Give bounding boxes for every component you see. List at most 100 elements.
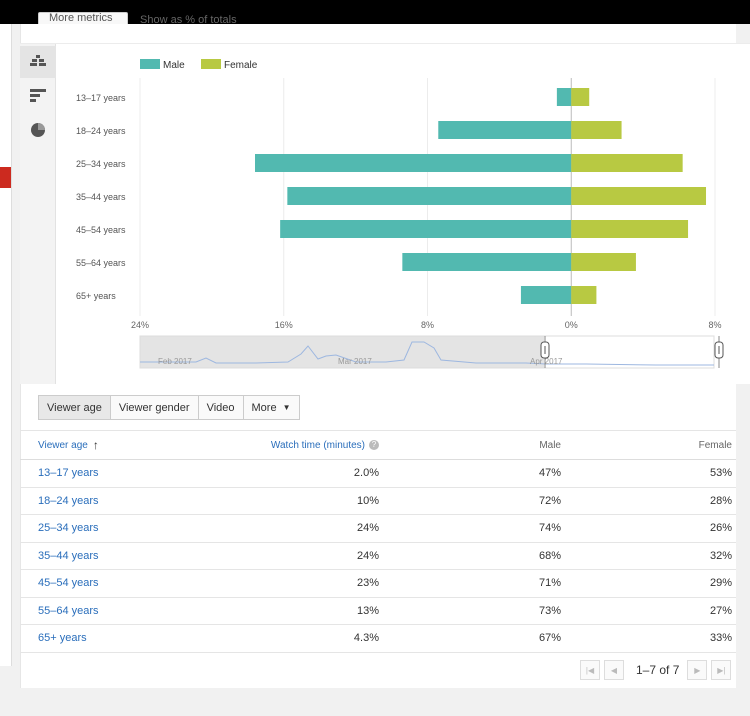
row-male-pct: 73%	[538, 604, 561, 617]
category-label: 13–17 years	[76, 93, 126, 103]
row-watch-time: 13%	[356, 604, 379, 617]
table-row: 18–24 years 10% 72% 28%	[20, 488, 736, 515]
table-row: 65+ years 4.3% 67% 33%	[20, 625, 736, 653]
pyramid-chart-icon	[30, 55, 46, 66]
tab-label: Video	[206, 401, 235, 414]
tab-label: More	[251, 401, 277, 414]
show-as-toggle[interactable]: Show as % of totals	[140, 14, 237, 24]
x-tick-label: 24%	[131, 320, 149, 330]
row-age-link[interactable]: 18–24 years	[38, 494, 99, 507]
row-female-pct: 28%	[709, 494, 732, 507]
tab-video[interactable]: Video	[197, 395, 244, 420]
row-age-link[interactable]: 35–44 years	[38, 549, 99, 562]
x-tick-label: 16%	[275, 320, 293, 330]
sort-up-arrow-icon: ↑	[92, 438, 99, 452]
x-tick-label: 8%	[708, 320, 721, 330]
legend-swatch	[201, 59, 221, 69]
row-female-pct: 32%	[709, 549, 732, 562]
top-toolbar: More metrics Show as % of totals	[0, 0, 750, 24]
bar-chart-button[interactable]	[20, 80, 56, 112]
timeline-label: Feb 2017	[158, 357, 192, 366]
bar-male	[556, 88, 572, 106]
timeline-sparkline	[140, 341, 714, 366]
row-male-pct: 47%	[538, 467, 561, 480]
bar-female	[571, 187, 707, 205]
tab-viewer-age[interactable]: Viewer age	[38, 395, 111, 420]
pie-chart-button[interactable]	[20, 114, 56, 146]
page-range: 1–7 of 7	[636, 663, 680, 677]
row-age-link[interactable]: 45–54 years	[38, 577, 99, 590]
bar-female	[571, 121, 622, 139]
pie-chart-icon	[31, 123, 45, 137]
pyramid-chart: 24% 16% 8% 0% 8% Male Female 13–17 years 18–24 y…	[56, 44, 750, 384]
table-row: 55–64 years 13% 73% 27%	[20, 598, 736, 625]
category-label: 18–24 years	[76, 126, 126, 136]
category-label: 25–34 years	[76, 159, 126, 169]
tab-label: Viewer age	[47, 401, 102, 414]
bar-male	[520, 286, 572, 304]
row-watch-time: 23%	[356, 577, 379, 590]
header-viewer-age[interactable]: Viewer age ↑	[38, 438, 99, 452]
row-female-pct: 29%	[709, 577, 732, 590]
row-age-link[interactable]: 65+ years	[38, 632, 87, 645]
header-male: Male	[539, 439, 561, 451]
last-page-button[interactable]: ▶|	[711, 660, 732, 680]
row-male-pct: 71%	[538, 577, 561, 590]
dimension-tabs: Viewer age Viewer gender Video More ▼	[38, 395, 300, 420]
left-sidebar-edge	[0, 24, 12, 666]
bar-female	[571, 253, 636, 271]
first-page-button[interactable]: |◀	[580, 660, 600, 680]
row-age-link[interactable]: 25–34 years	[38, 522, 99, 535]
legend-swatch	[140, 59, 160, 69]
row-watch-time: 4.3%	[353, 632, 379, 645]
bar-male	[402, 253, 572, 271]
category-label: 65+ years	[76, 291, 116, 301]
bar-male	[255, 154, 572, 172]
prev-page-button[interactable]: ◀	[604, 660, 624, 680]
header-watch-time[interactable]: Watch time (minutes)?	[271, 431, 379, 459]
bar-male	[287, 187, 572, 205]
row-watch-time: 24%	[356, 522, 379, 535]
legend-label: Male	[163, 60, 185, 71]
tab-more[interactable]: More ▼	[242, 395, 300, 420]
pagination: |◀ ◀ 1–7 of 7 ▶ ▶|	[580, 659, 735, 681]
bar-chart-icon	[30, 89, 46, 102]
help-icon[interactable]: ?	[369, 440, 379, 450]
table-row: 35–44 years 24% 68% 32%	[20, 543, 736, 570]
bar-male	[280, 220, 572, 238]
row-male-pct: 74%	[538, 522, 561, 535]
pyramid-chart-button[interactable]	[20, 46, 56, 78]
bar-female	[571, 88, 590, 106]
row-female-pct: 26%	[709, 522, 732, 535]
row-female-pct: 27%	[709, 604, 732, 617]
row-age-link[interactable]: 13–17 years	[38, 467, 99, 480]
caret-down-icon: ▼	[282, 403, 291, 412]
tab-label: Viewer gender	[118, 401, 190, 414]
x-tick-label: 0%	[565, 320, 578, 330]
category-label: 45–54 years	[76, 225, 126, 235]
bar-female	[571, 220, 689, 238]
row-male-pct: 67%	[538, 632, 561, 645]
row-watch-time: 24%	[356, 549, 379, 562]
more-metrics-button[interactable]: More metrics	[38, 12, 128, 24]
table-header: Viewer age ↑ Watch time (minutes)? Male F…	[20, 430, 736, 460]
row-male-pct: 68%	[538, 549, 561, 562]
category-label: 55–64 years	[76, 258, 126, 268]
row-male-pct: 72%	[538, 494, 561, 507]
header-female: Female	[698, 439, 732, 451]
legend-label: Female	[224, 60, 258, 71]
tab-viewer-gender[interactable]: Viewer gender	[109, 395, 199, 420]
bar-male	[438, 121, 572, 139]
next-page-button[interactable]: ▶	[687, 660, 708, 680]
row-watch-time: 10%	[356, 494, 379, 507]
timeline-label: Mar 2017	[338, 357, 372, 366]
chart-divider	[20, 43, 750, 44]
row-female-pct: 33%	[709, 632, 732, 645]
table-row: 13–17 years 2.0% 47% 53%	[20, 460, 736, 488]
row-age-link[interactable]: 55–64 years	[38, 604, 99, 617]
table-body: 13–17 years 2.0% 47% 53% 18–24 years 10% 72% 28…	[20, 460, 736, 653]
row-female-pct: 53%	[709, 467, 732, 480]
row-watch-time: 2.0%	[353, 467, 379, 480]
x-tick-label: 8%	[421, 320, 434, 330]
sidebar-active-marker	[0, 167, 11, 188]
